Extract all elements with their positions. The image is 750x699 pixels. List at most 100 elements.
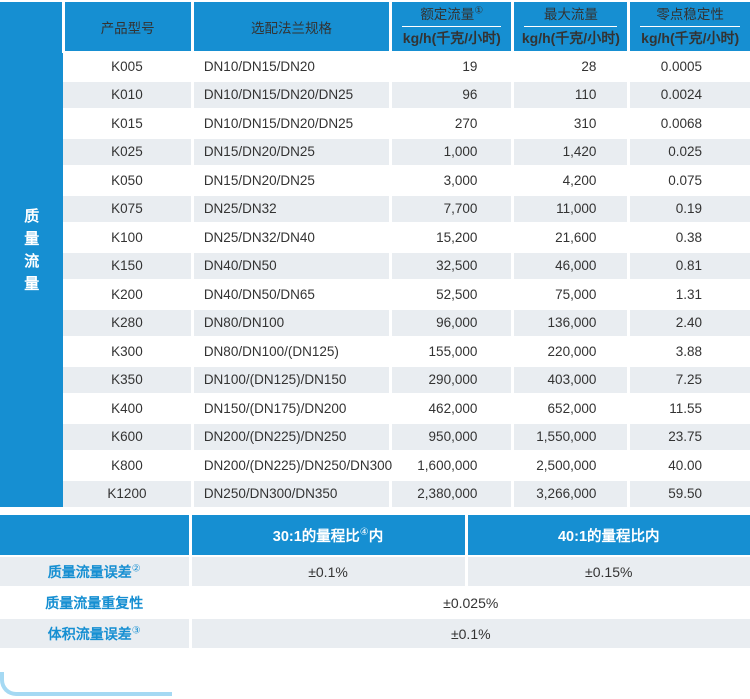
table-row: K300 DN80/DN100/(DN125) 155,000 220,000 3.88 [0,337,750,367]
max-flow-cell: 403,000 [511,365,629,395]
flange-cell: DN80/DN100 [190,308,391,338]
zero-stability-cell: 0.025 [627,137,750,167]
decorative-corner-line [0,672,172,696]
accuracy-row: 质量流量误差② ±0.1% ±0.15% [0,556,750,588]
table-row: K280 DN80/DN100 96,000 136,000 2.40 [0,308,750,338]
flange-cell: DN150/(DN175)/DN200 [190,394,391,424]
header-product-model: 产品型号 [61,2,193,53]
max-flow-cell: 11,000 [511,194,629,224]
flange-cell: DN40/DN50/DN65 [190,280,391,310]
table-row: K600 DN200/(DN225)/DN250 950,000 1,550,000 2… [0,422,750,452]
flange-cell: DN200/(DN225)/DN250/DN300 [190,451,392,481]
zero-stability-cell: 40.00 [627,451,750,481]
footnote-marker: ③ [131,624,141,636]
zero-stability-cell: 0.075 [627,166,750,196]
zero-stability-cell: 0.81 [627,251,750,281]
zero-stability-cell: 0.0068 [627,109,750,139]
accuracy-row: 体积流量误差③ ±0.1% [0,618,750,650]
table-row: K400 DN150/(DN175)/DN200 462,000 652,000 11.… [0,394,750,424]
model-cell: K350 [63,365,193,395]
table-row: K1200 DN250/DN300/DN350 2,380,000 3,266,000… [0,479,750,509]
footnote-4-marker: ④ [359,526,369,538]
mass-flow-spec-table: 质量流量 产品型号 选配法兰规格 额定流量① kg/h(千克/小时) 最大流量 … [0,2,750,509]
model-cell: K050 [63,166,193,196]
model-cell: K200 [63,280,193,310]
accuracy-row-label: 质量流量误差② [0,556,190,588]
max-flow-cell: 4,200 [511,166,629,196]
table-row: K800 DN200/(DN225)/DN250/DN300 1,600,000 2,… [0,451,750,481]
flange-cell: DN200/(DN225)/DN250 [190,422,391,452]
model-cell: K800 [63,451,193,481]
max-flow-cell: 28 [511,52,629,82]
accuracy-value-cell-spanning: ±0.1% [188,618,750,650]
accuracy-value-cell: ±0.1% [188,556,466,588]
spec-header-row: 质量流量 产品型号 选配法兰规格 额定流量① kg/h(千克/小时) 最大流量 … [0,2,750,509]
rated-flow-cell: 155,000 [389,337,513,367]
flange-cell: DN25/DN32 [190,194,391,224]
model-cell: K280 [63,308,193,338]
header-rated-flow: 额定流量① kg/h(千克/小时) [389,2,513,53]
model-cell: K600 [63,422,193,452]
zero-stability-cell: 1.31 [627,280,750,310]
header-max-flow: 最大流量 kg/h(千克/小时) [511,2,629,53]
flange-cell: DN10/DN15/DN20/DN25 [190,80,391,110]
zero-stability-cell: 23.75 [627,422,750,452]
zero-stability-cell: 3.88 [627,337,750,367]
accuracy-table: 30:1的量程比④内 40:1的量程比内 质量流量误差② ±0.1% ±0.15% 质… [0,515,750,650]
flange-cell: DN250/DN300/DN350 [190,479,391,509]
flange-cell: DN80/DN100/(DN125) [190,337,391,367]
rated-flow-cell: 52,500 [389,280,513,310]
accuracy-row-label: 体积流量误差③ [0,618,190,650]
zero-stability-cell: 0.0005 [627,52,750,82]
rated-flow-cell: 270 [389,109,513,139]
zero-stability-unit: kg/h(千克/小时) [641,30,740,47]
footnote-1-marker: ① [474,5,484,17]
accuracy-header-empty-cell [0,515,190,557]
max-flow-cell: 1,420 [511,137,629,167]
max-flow-cell: 110 [511,80,629,110]
rated-flow-cell: 950,000 [389,422,513,452]
accuracy-row: 质量流量重复性 ±0.025% [0,587,750,619]
mass-flow-sidebar: 质量流量 [0,2,64,509]
zero-stability-cell: 7.25 [627,365,750,395]
rated-flow-cell: 96 [389,80,513,110]
model-cell: K075 [63,194,193,224]
max-flow-cell: 75,000 [511,280,629,310]
model-cell: K010 [63,80,193,110]
table-row: K015 DN10/DN15/DN20/DN25 270 310 0.0068 [0,109,750,139]
table-row: K025 DN15/DN20/DN25 1,000 1,420 0.025 [0,137,750,167]
rated-flow-cell: 2,380,000 [389,479,513,509]
accuracy-row-label: 质量流量重复性 [0,587,190,619]
model-cell: K025 [63,137,193,167]
rated-flow-cell: 96,000 [389,308,513,338]
sidebar-label: 质量流量 [22,208,40,298]
table-row: K050 DN15/DN20/DN25 3,000 4,200 0.075 [0,166,750,196]
model-cell: K150 [63,251,193,281]
zero-stability-cell: 11.55 [627,394,750,424]
rated-flow-cell: 1,600,000 [389,451,513,481]
rated-flow-cell: 1,000 [389,137,513,167]
flange-cell: DN10/DN15/DN20 [190,52,391,82]
table-row: K200 DN40/DN50/DN65 52,500 75,000 1.31 [0,280,750,310]
table-row: K005 DN10/DN15/DN20 19 28 0.0005 [0,52,750,82]
rated-flow-cell: 32,500 [389,251,513,281]
max-flow-cell: 21,600 [511,223,629,253]
rated-flow-cell: 7,700 [389,194,513,224]
table-row: K075 DN25/DN32 7,700 11,000 0.19 [0,194,750,224]
accuracy-value-cell-spanning: ±0.025% [188,587,750,619]
model-cell: K005 [63,52,193,82]
max-flow-cell: 46,000 [511,251,629,281]
table-row: K100 DN25/DN32/DN40 15,200 21,600 0.38 [0,223,750,253]
model-cell: K300 [63,337,193,367]
flange-cell: DN15/DN20/DN25 [190,166,391,196]
flange-cell: DN10/DN15/DN20/DN25 [190,109,391,139]
rated-flow-cell: 19 [389,52,513,82]
footnote-marker: ② [131,562,141,574]
accuracy-header-turndown-40: 40:1的量程比内 [464,515,750,557]
zero-stability-cell: 0.38 [627,223,750,253]
model-cell: K015 [63,109,193,139]
max-flow-unit: kg/h(千克/小时) [521,30,620,47]
rated-flow-cell: 462,000 [389,394,513,424]
flange-cell: DN40/DN50 [190,251,391,281]
